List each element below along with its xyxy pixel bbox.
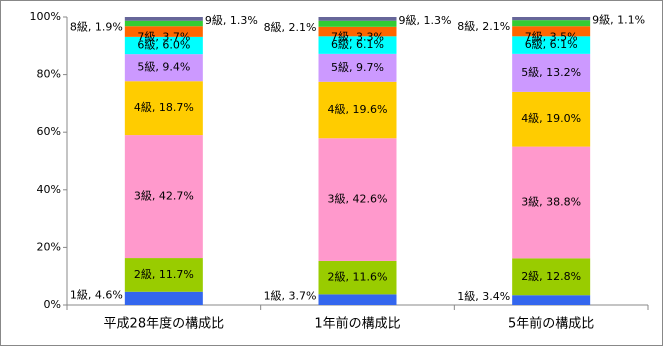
data-label: 2級, 11.6% — [328, 271, 388, 284]
y-tick-label: 60% — [37, 125, 61, 138]
data-label: 6級, 6.0% — [137, 39, 190, 52]
bar-segment — [512, 20, 591, 27]
bar-segment — [318, 53, 397, 82]
data-label: 4級, 19.6% — [328, 103, 388, 116]
bar-segment — [124, 17, 203, 21]
bar-segment — [318, 138, 397, 261]
data-label: 7級, 3.7% — [137, 31, 190, 44]
x-tick-label: 5年前の構成比 — [508, 316, 594, 332]
bar-segment — [124, 135, 203, 259]
bar-segment — [512, 36, 591, 54]
bar-segment — [318, 81, 397, 139]
data-label: 6級, 6.1% — [525, 38, 578, 51]
data-label: 5級, 13.2% — [521, 66, 581, 79]
data-label: 1級, 4.6% — [70, 288, 123, 301]
x-tick-label: 平成28年度の構成比 — [104, 316, 225, 332]
data-label: 5級, 9.7% — [331, 61, 384, 74]
data-label: 9級, 1.3% — [205, 14, 258, 27]
data-label: 8級, 2.1% — [457, 20, 510, 33]
bar-segment — [512, 26, 591, 37]
bar-segment — [318, 20, 397, 27]
bar-segment — [318, 17, 397, 21]
bar-segment — [318, 36, 397, 54]
bar-segment — [512, 258, 591, 296]
y-tick-label: 100% — [30, 10, 61, 23]
data-label: 1級, 3.4% — [457, 290, 510, 303]
data-label: 3級, 42.6% — [328, 193, 388, 206]
bar-segment — [512, 53, 591, 92]
bar-segment — [124, 291, 203, 305]
bar-segment — [512, 146, 591, 259]
data-label: 8級, 2.1% — [264, 21, 317, 34]
data-label: 7級, 3.3% — [331, 31, 384, 44]
bar-segment — [124, 20, 203, 27]
bar-segment — [318, 260, 397, 295]
bar-segment — [124, 26, 203, 37]
data-label: 6級, 6.1% — [331, 38, 384, 51]
data-label: 8級, 1.9% — [70, 20, 123, 33]
data-label: 3級, 42.7% — [134, 190, 194, 203]
data-label: 2級, 12.8% — [521, 270, 581, 283]
data-label: 2級, 11.7% — [134, 268, 194, 281]
y-tick-label: 20% — [37, 240, 61, 253]
bar-segment — [512, 17, 591, 21]
data-label: 9級, 1.1% — [592, 14, 645, 27]
bar-segment — [124, 36, 203, 55]
data-label: 1級, 3.7% — [264, 290, 317, 303]
bar-segment — [512, 91, 591, 147]
data-label: 3級, 38.8% — [521, 195, 581, 208]
x-tick-label: 1年前の構成比 — [314, 316, 400, 332]
data-label: 4級, 19.0% — [521, 112, 581, 125]
y-tick-label: 40% — [37, 183, 61, 196]
data-label: 9級, 1.3% — [399, 14, 452, 27]
bar-segment — [124, 81, 203, 136]
bar-segment — [318, 26, 397, 37]
bar-segment — [124, 258, 203, 292]
data-label: 5級, 9.4% — [137, 61, 190, 74]
y-tick-label: 80% — [37, 68, 61, 81]
data-label: 7級, 3.5% — [525, 30, 578, 43]
bar-segment — [512, 295, 591, 305]
data-label: 4級, 18.7% — [134, 101, 194, 114]
bar-segment — [124, 54, 203, 82]
bar-segment — [318, 294, 397, 305]
y-tick-label: 0% — [44, 298, 61, 311]
